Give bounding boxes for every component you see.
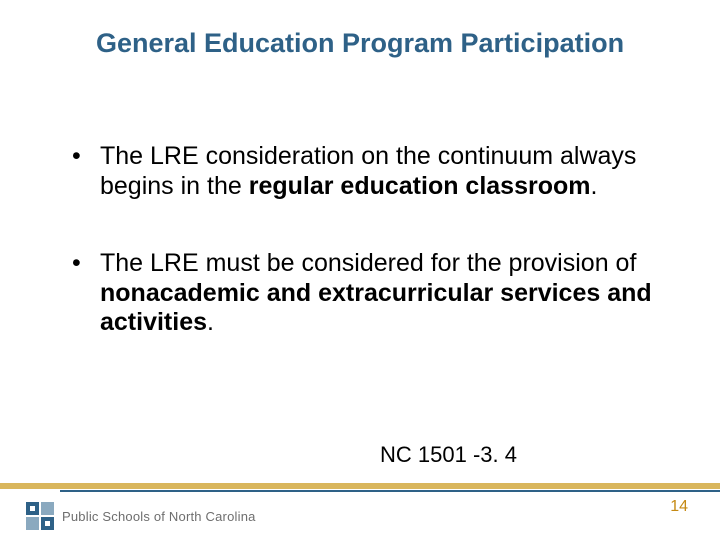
blue-bar [60,490,720,492]
bullet-dot: • [72,142,100,201]
page-number: 14 [670,498,688,516]
citation-text: NC 1501 -3. 4 [380,442,517,468]
footer-divider [0,483,720,492]
slide: General Education Program Participation … [0,0,720,540]
bullet-pre: The LRE must be considered for the provi… [100,249,636,277]
bullet-bold: nonacademic and extracurricular services… [100,279,652,337]
bullet-post: . [591,172,598,200]
footer-logo: Public Schools of North Carolina [26,502,256,530]
logo-text: Public Schools of North Carolina [62,509,256,524]
bullet-text: The LRE consideration on the continuum a… [100,142,652,201]
gold-bar [0,483,720,489]
logo-icon [26,502,54,530]
slide-title: General Education Program Participation [0,28,720,59]
bullet-text: The LRE must be considered for the provi… [100,249,652,338]
bullet-post: . [207,308,214,336]
bullet-bold: regular education classroom [249,172,591,200]
bullet-item: • The LRE consideration on the continuum… [72,142,652,201]
bullet-dot: • [72,249,100,338]
bullet-item: • The LRE must be considered for the pro… [72,249,652,338]
slide-content: • The LRE consideration on the continuum… [72,142,652,386]
